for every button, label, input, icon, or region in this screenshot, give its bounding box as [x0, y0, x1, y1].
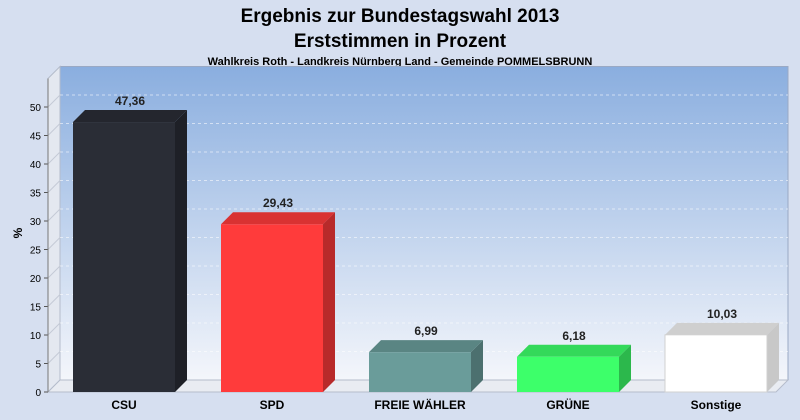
y-tick-label: 25: [30, 246, 42, 257]
chart-subtitle: Erststimmen in Prozent: [294, 31, 507, 52]
bar-top: [221, 212, 335, 225]
data-label: 6,18: [562, 329, 586, 343]
y-axis-label: %: [11, 227, 25, 238]
gridline-side: [47, 208, 61, 222]
x-tick-label: CSU: [111, 398, 136, 412]
bar-top: [665, 322, 779, 335]
bar-side: [767, 322, 779, 392]
y-tick-label: 15: [30, 303, 42, 314]
bar: [73, 122, 175, 392]
bar-top: [73, 110, 187, 123]
y-tick-label: 5: [35, 360, 41, 371]
gridline-side: [47, 237, 61, 250]
y-tick-label: 40: [30, 160, 42, 171]
y-tick-label: 50: [30, 103, 42, 114]
bar-side: [619, 344, 631, 392]
gridline-side: [47, 94, 61, 108]
gridline-side: [47, 180, 61, 193]
y-tick-label: 35: [30, 189, 42, 200]
bar-top: [369, 340, 483, 353]
y-tick-label: 30: [30, 217, 42, 228]
y-tick-label: 45: [30, 132, 42, 143]
chart-title: Ergebnis zur Bundestagswahl 2013: [241, 6, 560, 27]
bar-top: [517, 344, 631, 357]
gridline-side: [47, 351, 61, 364]
data-label: 6,99: [414, 324, 438, 338]
bar: [664, 334, 768, 393]
gridline-side: [47, 294, 61, 307]
data-label: 47,36: [115, 94, 145, 108]
y-tick-label: 20: [30, 274, 42, 285]
data-label: 29,43: [263, 196, 293, 210]
gridline-side: [47, 123, 61, 136]
x-tick-label: FREIE WÄHLER: [374, 397, 466, 412]
gridline-side: [47, 322, 61, 336]
bar: [221, 224, 323, 392]
gridline-side: [47, 151, 61, 165]
bar-side: [323, 212, 335, 392]
data-label: 10,03: [707, 307, 737, 321]
bar: [517, 356, 619, 392]
chart-caption: Wahlkreis Roth - Landkreis Nürnberg Land…: [208, 56, 593, 68]
x-tick-label: Sonstige: [691, 398, 742, 412]
x-tick-label: SPD: [260, 398, 285, 412]
bar-side: [175, 110, 187, 392]
bar-side: [471, 340, 483, 392]
y-tick-label: 10: [30, 331, 42, 342]
y-tick-label: 0: [35, 388, 41, 399]
plot-side-wall: [47, 65, 61, 394]
x-tick-label: GRÜNE: [546, 397, 589, 412]
gridline-side: [47, 265, 61, 279]
bar: [369, 352, 471, 392]
